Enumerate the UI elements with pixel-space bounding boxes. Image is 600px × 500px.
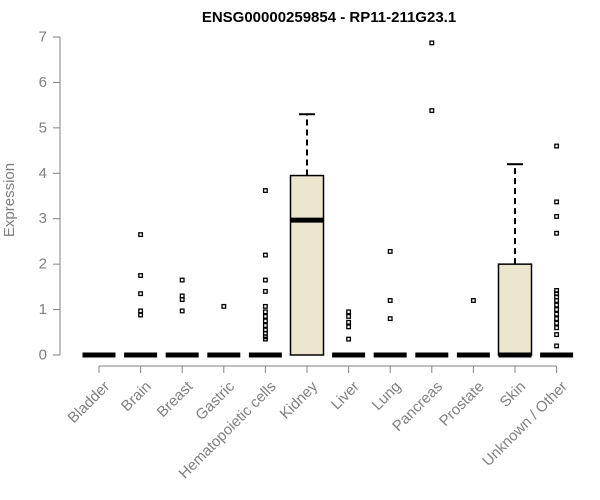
outlier-point bbox=[179, 308, 185, 314]
outlier-point bbox=[554, 302, 560, 308]
outlier-point bbox=[138, 308, 144, 314]
y-axis: 0 1 2 3 4 5 6 7 bbox=[39, 29, 61, 364]
box-group bbox=[165, 277, 199, 358]
outlier-point bbox=[554, 298, 560, 303]
x-tick-label: Skin bbox=[497, 378, 530, 411]
outlier-point bbox=[554, 325, 560, 331]
box-group bbox=[540, 143, 574, 358]
outlier-point bbox=[262, 188, 268, 193]
outlier-point bbox=[429, 108, 435, 114]
outlier-point bbox=[387, 248, 393, 254]
x-tick-label: Kidney bbox=[277, 378, 322, 423]
outlier-point bbox=[262, 288, 268, 294]
outlier-point bbox=[262, 303, 268, 309]
y-tick-label: 4 bbox=[39, 165, 47, 182]
outlier-point bbox=[262, 252, 268, 258]
outlier-point bbox=[554, 311, 560, 317]
outlier-point bbox=[138, 232, 144, 238]
y-tick-label: 0 bbox=[39, 347, 47, 364]
outlier-point bbox=[346, 336, 352, 342]
outlier-point bbox=[138, 273, 144, 278]
box-rect bbox=[497, 263, 533, 356]
box-group bbox=[373, 248, 407, 358]
box-group bbox=[124, 232, 158, 358]
outlier-point bbox=[346, 313, 352, 319]
y-tick-label: 3 bbox=[39, 210, 47, 227]
outlier-point bbox=[262, 318, 268, 324]
outlier-point bbox=[554, 199, 560, 205]
box-group bbox=[289, 113, 325, 356]
outlier-point bbox=[179, 297, 185, 303]
outlier-point bbox=[554, 213, 560, 219]
outlier-point bbox=[429, 40, 435, 46]
box-group bbox=[332, 309, 366, 358]
x-tick-label: Lung bbox=[369, 378, 405, 414]
box-group bbox=[415, 40, 449, 358]
x-tick-label: Brain bbox=[118, 378, 155, 415]
outlier-point bbox=[554, 343, 560, 349]
y-tick-label: 6 bbox=[39, 74, 47, 91]
outlier-point bbox=[262, 336, 268, 342]
outlier-point bbox=[138, 312, 144, 318]
outlier-point bbox=[387, 316, 393, 322]
outlier-point bbox=[262, 277, 268, 283]
outlier-point bbox=[554, 332, 560, 338]
box-rect bbox=[289, 174, 325, 356]
outlier-point bbox=[554, 143, 560, 149]
outlier-point bbox=[554, 320, 560, 326]
outlier-point bbox=[179, 277, 185, 283]
outlier-point bbox=[346, 309, 352, 315]
outlier-point bbox=[346, 319, 352, 325]
plot-area bbox=[82, 40, 574, 358]
y-tick-label: 5 bbox=[39, 119, 47, 136]
y-tick-label: 7 bbox=[39, 29, 47, 46]
box-group bbox=[456, 298, 490, 358]
x-tick-label: Bladder bbox=[65, 378, 114, 427]
outlier-point bbox=[262, 309, 268, 315]
outlier-point bbox=[470, 298, 476, 303]
outlier-point bbox=[554, 307, 560, 313]
box-group bbox=[207, 303, 241, 358]
box-group bbox=[248, 188, 282, 358]
outlier-point bbox=[554, 230, 560, 236]
outlier-point bbox=[262, 313, 268, 319]
y-axis-label: Expression bbox=[1, 163, 18, 237]
chart-title: ENSG00000259854 - RP11-211G23.1 bbox=[202, 9, 456, 26]
y-tick-label: 1 bbox=[39, 301, 47, 318]
outlier-point bbox=[346, 324, 352, 330]
outlier-point bbox=[262, 323, 268, 328]
outlier-point bbox=[554, 316, 560, 322]
x-tick-label: Breast bbox=[154, 378, 197, 421]
outlier-point bbox=[138, 291, 144, 297]
outlier-point bbox=[221, 303, 227, 309]
y-tick-label: 2 bbox=[39, 256, 47, 273]
x-tick-label: Liver bbox=[328, 378, 363, 413]
outlier-point bbox=[387, 298, 393, 303]
box-group bbox=[497, 163, 533, 358]
x-tick-label: Prostate bbox=[436, 378, 488, 430]
